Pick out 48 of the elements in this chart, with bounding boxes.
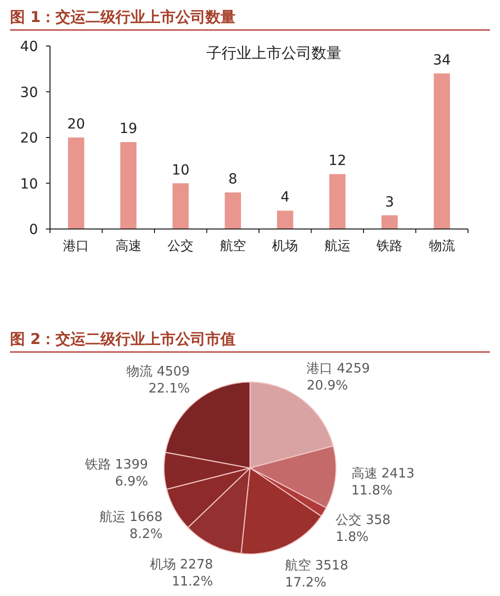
data-label: 34	[432, 52, 451, 68]
slice-label: 机场 2278	[150, 558, 214, 573]
x-tick-label: 铁路	[376, 239, 403, 254]
y-tick-label: 40	[20, 39, 38, 55]
data-label: 3	[385, 194, 394, 210]
slice-label: 公交 358	[336, 512, 391, 528]
chart-title: 图 1：交运二级行业上市公司数量	[10, 8, 236, 26]
data-label: 4	[280, 190, 290, 206]
y-tick-label: 0	[29, 222, 38, 238]
x-tick-label: 航空	[220, 239, 246, 254]
x-tick-label: 物流	[428, 238, 455, 254]
slice-label: 铁路 1399	[84, 457, 148, 472]
x-tick-label: 公交	[168, 238, 194, 254]
x-tick-label: 港口	[63, 239, 90, 254]
slice-label: 航运 1668	[99, 510, 163, 525]
slice-label: 高速 2413	[351, 465, 414, 482]
data-label: 8	[228, 171, 238, 188]
x-tick-label: 航运	[324, 239, 350, 254]
bar	[224, 192, 241, 229]
y-tick-label: 20	[20, 130, 38, 146]
data-label: 6.9%	[115, 474, 148, 490]
data-label: 11.2%	[172, 574, 214, 590]
y-tick-label: 10	[20, 176, 38, 192]
slice-label: 航空 3518	[285, 558, 348, 574]
x-tick-label: 机场	[272, 239, 298, 254]
data-label: 22.1%	[148, 381, 190, 396]
data-label: 12	[328, 153, 346, 170]
data-label: 17.2%	[285, 576, 326, 591]
slice-label: 物流 4509	[126, 363, 190, 380]
bar	[68, 138, 84, 229]
data-label: 20	[67, 116, 86, 132]
x-tick-label: 高速	[115, 238, 142, 254]
data-label: 8.2%	[130, 526, 163, 542]
bar	[382, 215, 398, 229]
data-label: 20.9%	[306, 378, 348, 394]
bar	[277, 210, 294, 229]
data-label: 1.8%	[336, 530, 369, 545]
chart-subtitle: 子行业上市公司数量	[206, 44, 342, 62]
bar	[329, 174, 346, 229]
chart-title: 图 2：交运二级行业上市公司市值	[10, 330, 236, 348]
y-tick-label: 30	[20, 84, 38, 101]
bar	[120, 142, 136, 229]
slice-label: 港口 4259	[306, 362, 370, 377]
bar	[172, 183, 189, 229]
data-label: 19	[119, 121, 138, 138]
bar	[434, 73, 450, 229]
data-label: 11.8%	[351, 483, 393, 498]
data-label: 10	[172, 162, 190, 178]
